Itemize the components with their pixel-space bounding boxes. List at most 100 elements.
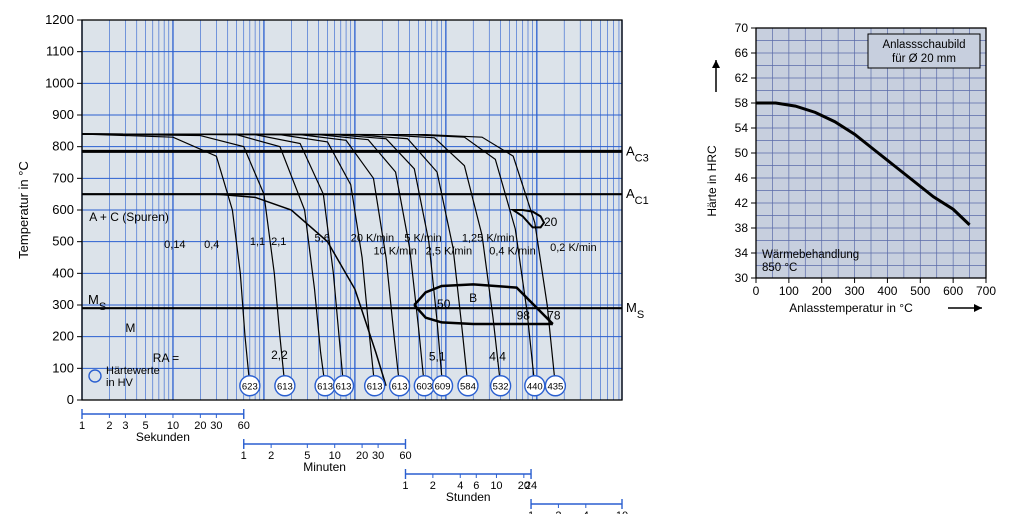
svg-text:Anlassschaubild: Anlassschaubild [882, 39, 965, 51]
svg-text:54: 54 [735, 121, 749, 135]
svg-text:609: 609 [435, 381, 451, 392]
svg-text:0,14: 0,14 [164, 239, 185, 251]
svg-text:RA =: RA = [153, 351, 179, 365]
svg-text:Anlasstemperatur in °C: Anlasstemperatur in °C [789, 301, 913, 315]
svg-text:400: 400 [52, 265, 74, 280]
svg-text:623: 623 [242, 381, 258, 392]
svg-text:100: 100 [779, 284, 799, 298]
svg-text:MS: MS [626, 300, 644, 321]
svg-text:Sekunden: Sekunden [136, 430, 190, 444]
svg-text:300: 300 [845, 284, 865, 298]
svg-text:50: 50 [735, 146, 749, 160]
svg-text:66: 66 [735, 46, 749, 60]
svg-text:1: 1 [241, 450, 247, 462]
svg-text:für Ø 20 mm: für Ø 20 mm [892, 53, 956, 65]
svg-text:M: M [125, 321, 135, 335]
svg-text:20: 20 [356, 450, 368, 462]
svg-text:B: B [469, 291, 477, 305]
svg-text:5 K/min: 5 K/min [404, 233, 441, 245]
svg-text:46: 46 [735, 171, 749, 185]
svg-text:98: 98 [517, 308, 531, 322]
svg-text:613: 613 [277, 381, 293, 392]
svg-text:584: 584 [460, 381, 476, 392]
svg-text:532: 532 [493, 381, 509, 392]
svg-text:200: 200 [52, 329, 74, 344]
svg-text:600: 600 [52, 202, 74, 217]
svg-text:Härte in HRC: Härte in HRC [705, 145, 719, 217]
svg-text:700: 700 [976, 284, 996, 298]
svg-text:20: 20 [544, 215, 558, 229]
cct-diagram: 0100200300400500600700800900100011001200… [10, 10, 650, 514]
svg-text:1,1: 1,1 [250, 236, 265, 248]
svg-text:4,4: 4,4 [489, 349, 506, 363]
svg-text:1000: 1000 [45, 75, 74, 90]
svg-text:2,1: 2,1 [271, 236, 286, 248]
svg-text:1: 1 [402, 480, 408, 492]
svg-text:613: 613 [317, 381, 333, 392]
svg-text:10: 10 [616, 510, 628, 514]
svg-text:0,4: 0,4 [204, 239, 219, 251]
svg-text:50: 50 [437, 297, 451, 311]
svg-text:60: 60 [399, 450, 411, 462]
svg-text:1: 1 [528, 510, 534, 514]
svg-text:500: 500 [52, 234, 74, 249]
svg-text:70: 70 [735, 21, 749, 35]
svg-text:1200: 1200 [45, 12, 74, 27]
svg-text:5,1: 5,1 [429, 349, 446, 363]
svg-text:Wärmebehandlung: Wärmebehandlung [762, 249, 859, 261]
svg-text:600: 600 [943, 284, 963, 298]
svg-text:10 K/min: 10 K/min [373, 245, 416, 257]
svg-text:30: 30 [210, 420, 222, 432]
svg-text:0,4 K/min: 0,4 K/min [489, 245, 535, 257]
svg-text:1: 1 [79, 420, 85, 432]
svg-text:30: 30 [372, 450, 384, 462]
svg-text:34: 34 [735, 246, 749, 260]
svg-text:Stunden: Stunden [446, 490, 491, 504]
svg-text:24: 24 [525, 480, 537, 492]
svg-text:4: 4 [583, 510, 589, 514]
svg-text:0: 0 [67, 392, 74, 407]
svg-text:2,5 K/min: 2,5 K/min [426, 245, 472, 257]
svg-text:AC1 (0,4 K/min): AC1 (0,4 K/min) [626, 186, 650, 207]
svg-text:1,25 K/min: 1,25 K/min [462, 233, 515, 245]
svg-text:435: 435 [547, 381, 563, 392]
svg-text:42: 42 [735, 196, 749, 210]
svg-text:Minuten: Minuten [303, 460, 346, 474]
svg-text:100: 100 [52, 360, 74, 375]
svg-text:400: 400 [877, 284, 897, 298]
svg-text:AC3 (0,4 K/min): AC3 (0,4 K/min) [626, 143, 650, 164]
svg-text:613: 613 [367, 381, 383, 392]
svg-text:300: 300 [52, 297, 74, 312]
svg-text:Temperatur in °C: Temperatur in °C [16, 161, 31, 259]
svg-text:58: 58 [735, 96, 749, 110]
svg-text:700: 700 [52, 170, 74, 185]
svg-text:in HV: in HV [106, 377, 134, 389]
svg-text:1100: 1100 [46, 44, 74, 59]
svg-text:500: 500 [910, 284, 930, 298]
svg-text:2: 2 [430, 480, 436, 492]
svg-text:0: 0 [753, 284, 760, 298]
svg-text:200: 200 [812, 284, 832, 298]
svg-text:850 °C: 850 °C [762, 262, 797, 274]
svg-text:800: 800 [52, 139, 74, 154]
svg-text:2: 2 [106, 420, 112, 432]
svg-text:30: 30 [735, 271, 749, 285]
svg-text:10: 10 [490, 480, 502, 492]
svg-text:2: 2 [555, 510, 561, 514]
svg-text:603: 603 [416, 381, 432, 392]
tempering-diagram: 0 100 200 300 400 500 600 700 30 34 38 42 46 50 54 58 62… [700, 10, 1000, 514]
svg-text:60: 60 [238, 420, 250, 432]
svg-text:2: 2 [268, 450, 274, 462]
svg-text:5,6: 5,6 [315, 233, 330, 245]
svg-text:78: 78 [547, 308, 561, 322]
svg-text:38: 38 [735, 221, 749, 235]
svg-text:3: 3 [122, 420, 128, 432]
svg-text:440: 440 [527, 381, 543, 392]
svg-text:A + C (Spuren): A + C (Spuren) [89, 210, 169, 224]
svg-text:20: 20 [194, 420, 206, 432]
svg-text:2,2: 2,2 [271, 348, 288, 362]
svg-text:900: 900 [52, 107, 74, 122]
svg-text:62: 62 [735, 71, 749, 85]
svg-text:613: 613 [336, 381, 352, 392]
svg-text:613: 613 [392, 381, 408, 392]
